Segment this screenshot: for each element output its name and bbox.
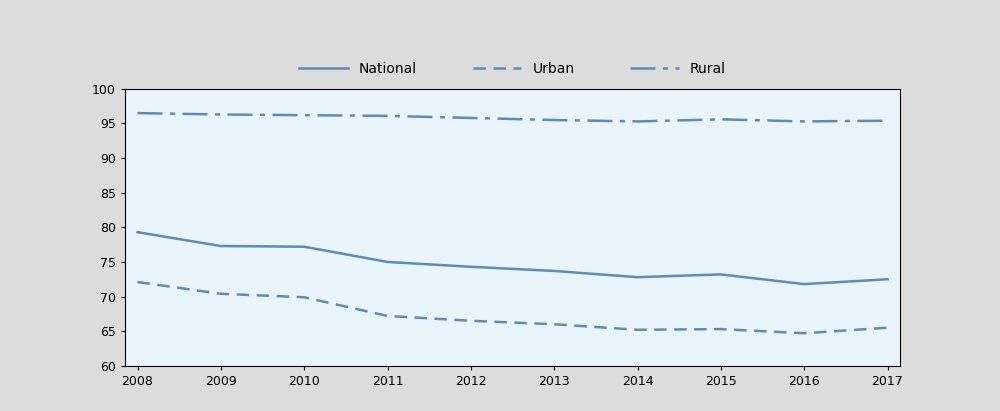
- Legend: National, Urban, Rural: National, Urban, Rural: [294, 57, 731, 82]
